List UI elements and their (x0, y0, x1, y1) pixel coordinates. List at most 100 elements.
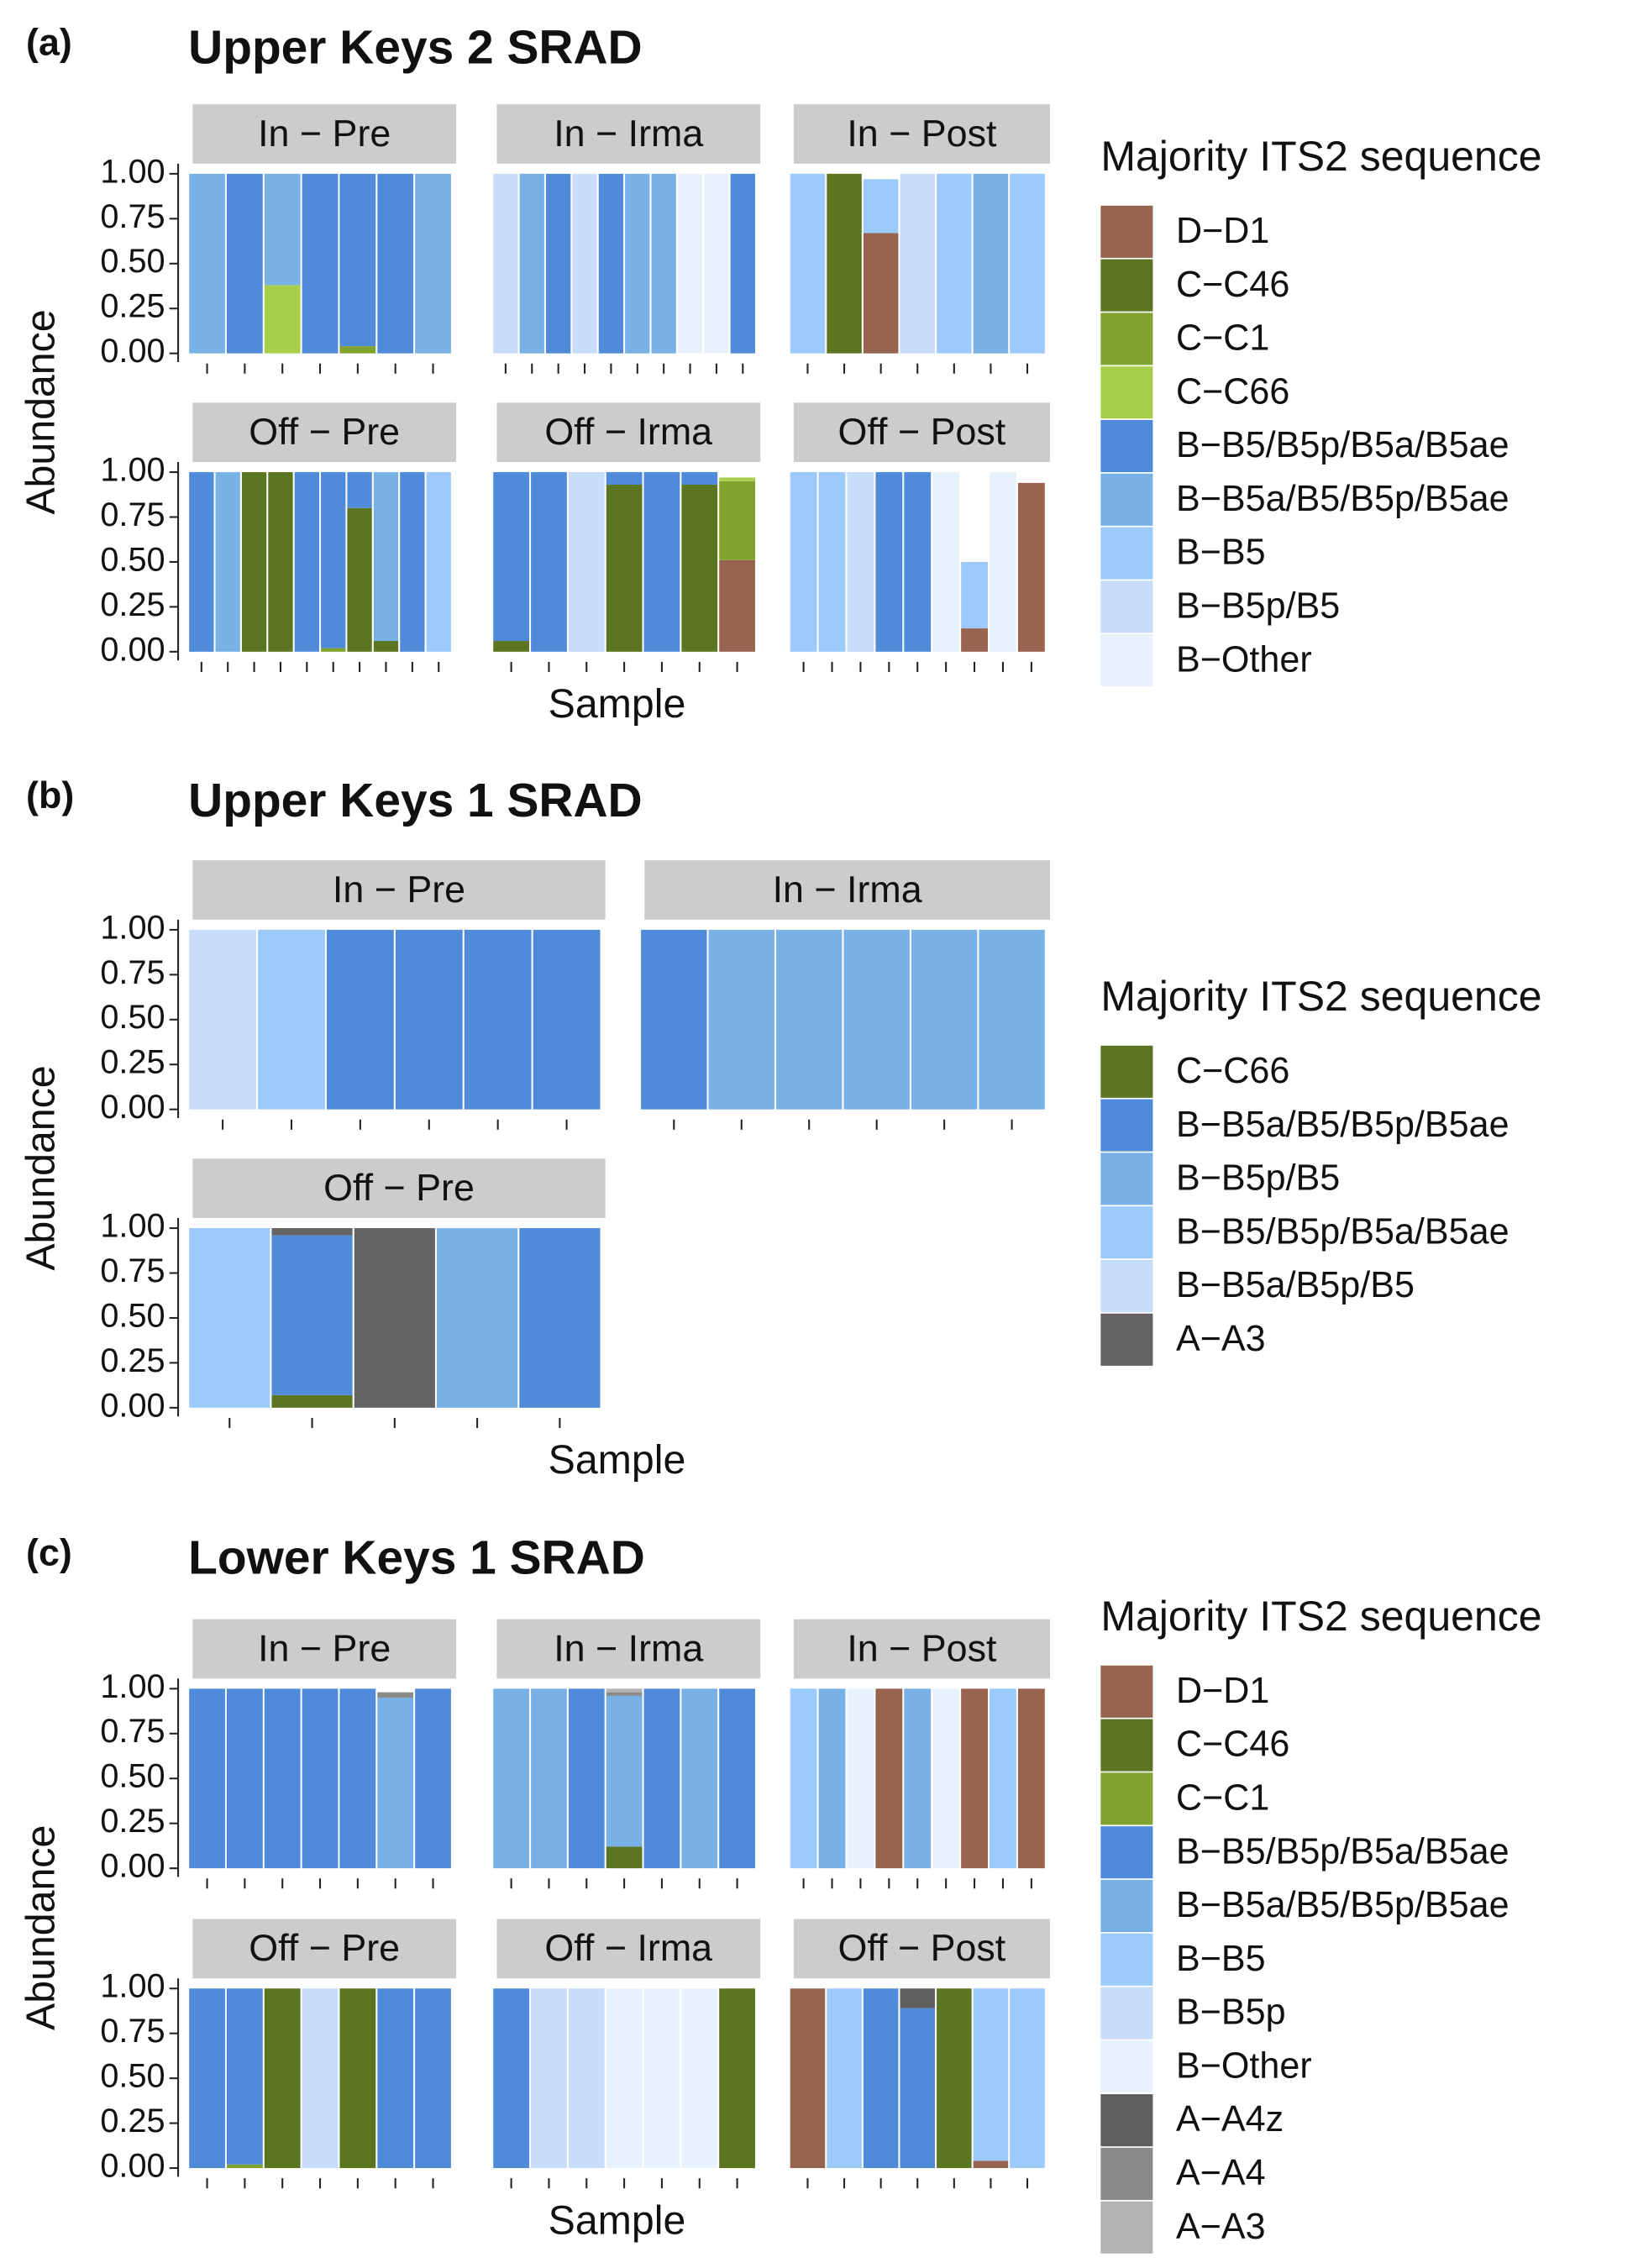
legend-swatch (1100, 1313, 1153, 1366)
bar-segment (643, 1688, 680, 1869)
bar-segment (227, 173, 263, 354)
legend-title: Majority ITS2 sequence (1100, 1593, 1541, 1640)
bar-segment (904, 1688, 932, 1869)
bar-segment (572, 173, 597, 354)
facet-strip (793, 402, 1050, 462)
bar-segment (606, 1695, 643, 1847)
y-tick-label: 0.00 (100, 2148, 165, 2185)
bar-segment (875, 1688, 903, 1869)
bar-segment (400, 472, 425, 652)
bar-segment (227, 1688, 263, 1869)
y-tick-label: 1.00 (100, 452, 165, 489)
legend-label: C−C66 (1176, 371, 1289, 412)
bar-segment (271, 1394, 353, 1408)
legend-label: A−A4z (1176, 2099, 1284, 2139)
bar-segment (189, 1228, 270, 1408)
legend-swatch (1100, 1152, 1153, 1205)
y-tick-label: 0.75 (100, 198, 165, 235)
bar-segment (681, 1988, 718, 2169)
bar-segment (863, 179, 899, 234)
bar-segment (568, 1988, 605, 2169)
facet: In − Irma (641, 860, 1050, 1130)
bar-segment (464, 929, 532, 1110)
y-tick-label: 0.25 (100, 288, 165, 325)
bar-segment (643, 472, 680, 652)
bar-segment (827, 173, 862, 354)
facet-strip (496, 1619, 761, 1679)
bar-segment (776, 929, 843, 1110)
bar-segment (189, 173, 225, 354)
bar-segment (321, 648, 346, 652)
legend-label: B−Other (1176, 2045, 1312, 2086)
y-tick-label: 1.00 (100, 1968, 165, 2005)
y-tick-label: 0.00 (100, 1387, 165, 1424)
bar-segment (973, 1988, 1009, 2161)
chart-title: Lower Keys 1 SRAD (188, 1531, 645, 1585)
legend-label: B−B5p/B5 (1176, 1158, 1340, 1199)
bar-segment (437, 1228, 518, 1408)
bar-segment (790, 472, 817, 652)
facet: Off − Irma (493, 402, 761, 672)
legend-label: B−B5p/B5 (1176, 586, 1340, 627)
bar-segment (415, 173, 451, 354)
facet: In − Irma (493, 1619, 761, 1889)
bar-segment (937, 1988, 972, 2169)
bar-segment (354, 1228, 435, 1408)
legend-swatch (1100, 1879, 1153, 1932)
facet: In − Irma (493, 104, 761, 374)
legend-swatch (1100, 312, 1153, 365)
bar-segment (264, 285, 301, 354)
facet: Off − Pre 0.00 0.25 0.50 0.75 1.00 (100, 1919, 457, 2189)
legend-label: B−B5a/B5p/B5 (1176, 1265, 1415, 1305)
bar-segment (326, 929, 394, 1110)
bar-segment (719, 1688, 755, 1869)
facet-title: In − Post (847, 1627, 997, 1669)
y-axis-label: Abundance (18, 1065, 63, 1270)
x-axis-label: Sample (549, 2197, 686, 2243)
bar-segment (377, 1698, 414, 1869)
panel-label: (a) (26, 21, 72, 63)
bar-segment (625, 173, 650, 354)
bar-segment (677, 173, 703, 354)
y-tick-label: 1.00 (100, 1668, 165, 1705)
bar-segment (258, 929, 325, 1110)
y-tick-label: 0.00 (100, 1848, 165, 1885)
bar-segment (651, 173, 676, 354)
facet-title: In − Irma (554, 1627, 703, 1669)
facet-title: In − Pre (333, 869, 465, 911)
bar-segment (227, 1988, 263, 2165)
bar-segment (302, 1688, 339, 1869)
bar-segment (568, 472, 605, 652)
bar-segment (1010, 1988, 1045, 2169)
bar-segment (875, 472, 903, 652)
y-tick-label: 0.25 (100, 1342, 165, 1379)
bar-segment (911, 929, 978, 1110)
legend-label: B−B5a/B5/B5p/B5ae (1176, 479, 1509, 519)
bar-segment (904, 472, 932, 652)
facet-title: In − Irma (554, 113, 703, 155)
bar-segment (373, 472, 399, 642)
y-tick-label: 0.00 (100, 631, 165, 668)
facet: Off − Irma (493, 1919, 761, 2189)
bar-segment (818, 1688, 846, 1869)
bar-segment (863, 1988, 899, 2169)
facet-strip (644, 860, 1050, 920)
panel-label: (b) (26, 774, 74, 816)
bar-segment (373, 641, 399, 652)
bar-segment (189, 1988, 225, 2169)
bar-segment (708, 929, 774, 1110)
facet-title: Off − Pre (323, 1167, 475, 1209)
legend-label: A−A3 (1176, 2207, 1266, 2247)
legend-swatch (1100, 1987, 1153, 2040)
bar-segment (531, 1688, 567, 1869)
bar-segment (568, 1688, 605, 1869)
bar-segment (227, 2164, 263, 2169)
bar-segment (790, 1988, 826, 2169)
bar-segment (339, 1688, 376, 1869)
legend-label: B−B5/B5p/B5a/B5ae (1176, 425, 1509, 465)
y-tick-label: 0.75 (100, 954, 165, 991)
legend-swatch (1100, 634, 1153, 687)
bar-segment (302, 1988, 339, 2169)
facet: In − Post (790, 104, 1050, 374)
